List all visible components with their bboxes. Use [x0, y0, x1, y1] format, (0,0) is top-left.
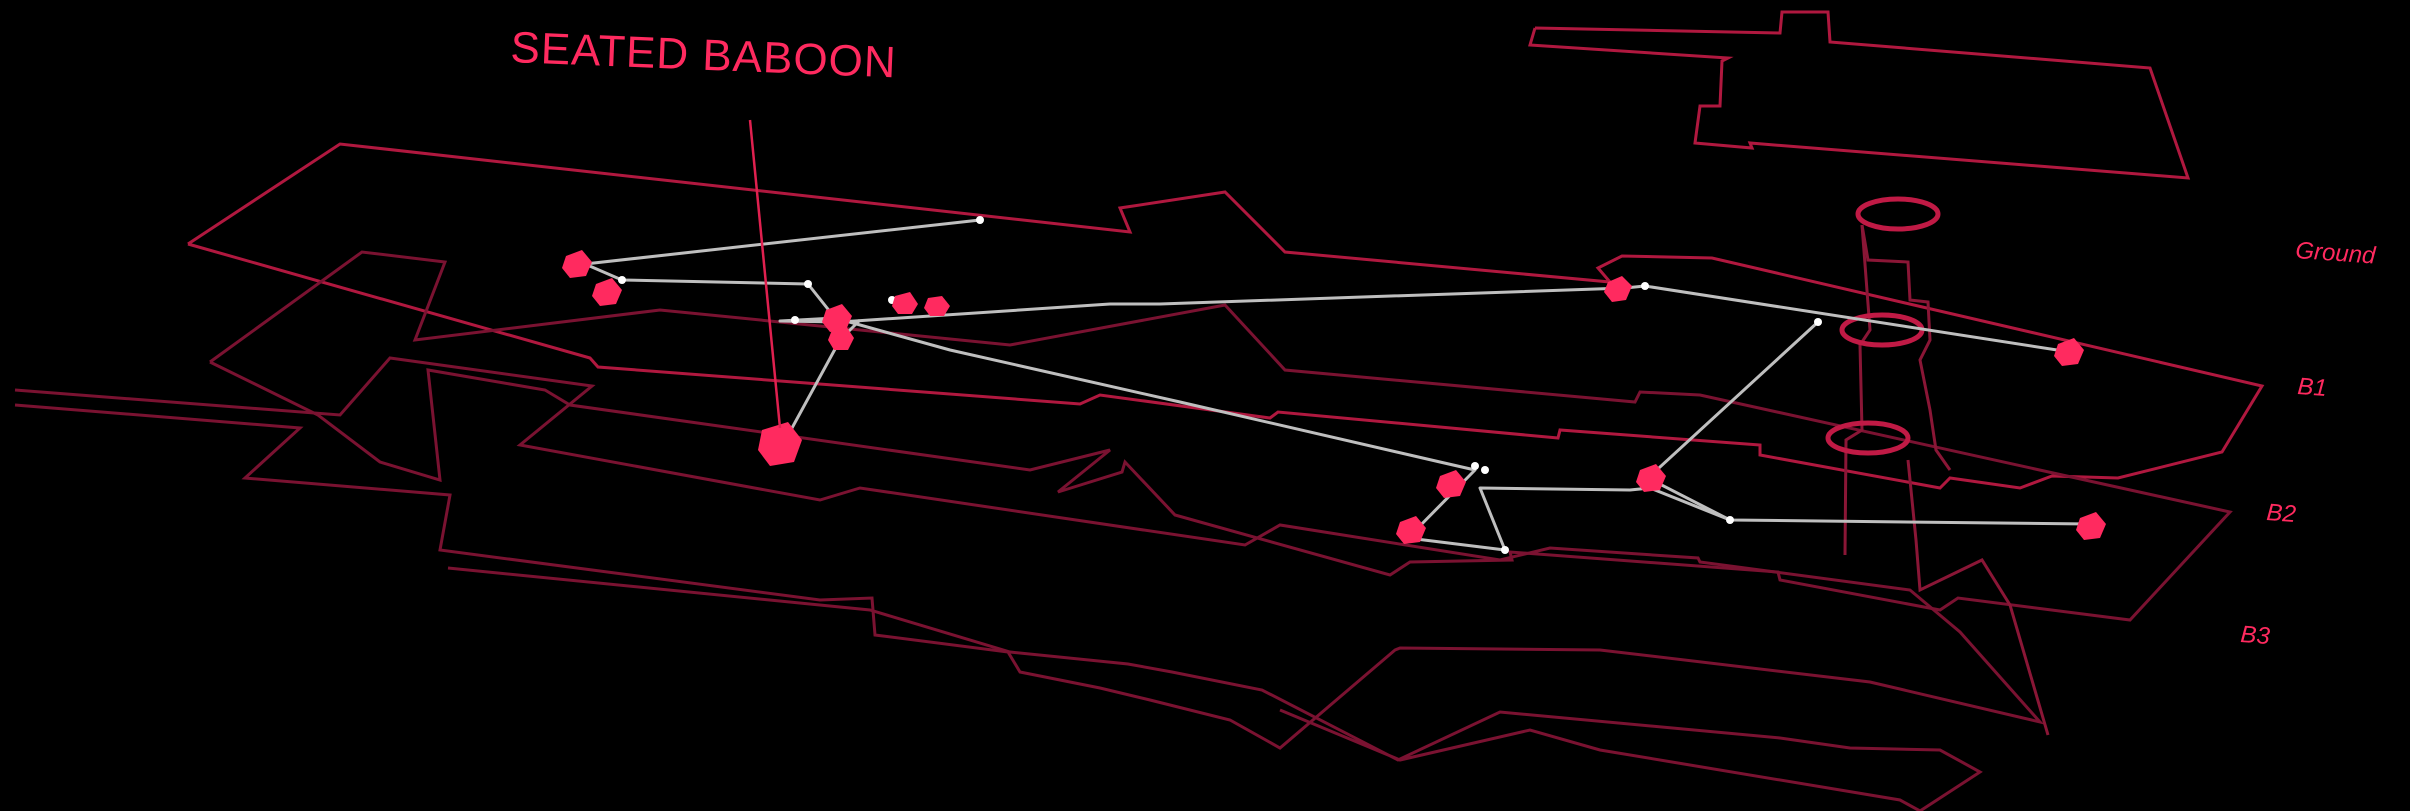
route-path-branch — [834, 316, 2091, 552]
waypoint — [791, 316, 799, 324]
exhibit-marker[interactable] — [1604, 276, 1632, 302]
floor-label-b1: B1 — [2297, 373, 2328, 402]
waypoint — [1481, 466, 1489, 474]
seated-baboon-label: SEATED BABOON — [510, 23, 898, 87]
stair-shaft-left — [1843, 224, 1872, 556]
waypoint — [618, 276, 626, 284]
exhibit-marker[interactable] — [822, 304, 852, 332]
exhibit-marker[interactable] — [924, 296, 950, 316]
waypoint — [804, 280, 812, 288]
floor-label-ground: Ground — [2295, 237, 2377, 270]
exhibit-markers — [562, 250, 2106, 544]
stair-shaft-lower — [1906, 459, 2050, 736]
waypoint — [1641, 282, 1649, 290]
exhibit-marker[interactable] — [2054, 338, 2084, 366]
waypoint — [1501, 546, 1509, 554]
exhibit-marker[interactable] — [2076, 512, 2106, 540]
elevator-ring-ground — [1855, 196, 1941, 232]
floor-label-b2: B2 — [2266, 499, 2297, 528]
b1-floor-outline — [209, 250, 2233, 622]
exhibit-marker[interactable] — [892, 292, 918, 314]
callout-leader-line — [748, 119, 782, 429]
floor-label-b3: B3 — [2240, 621, 2272, 650]
exhibit-marker[interactable] — [562, 250, 592, 278]
waypoint — [976, 216, 984, 224]
exhibit-marker[interactable] — [1396, 516, 1426, 544]
exhibit-marker[interactable] — [1436, 470, 1466, 498]
stair-shaft-right — [1860, 224, 1952, 471]
waypoint — [1726, 516, 1734, 524]
route-path-vertical — [1646, 320, 1820, 522]
waypoint — [1471, 462, 1479, 470]
seated-baboon-marker[interactable] — [758, 422, 802, 466]
waypoint — [1814, 318, 1822, 326]
exhibit-marker[interactable] — [592, 278, 622, 306]
ground-floor-outline — [187, 142, 2265, 490]
upper-annex-outline — [1528, 10, 2191, 180]
b3-floor-outline — [447, 566, 1983, 811]
elevator-ring-b2 — [1825, 420, 1911, 456]
waypoints — [618, 216, 1822, 554]
exhibit-marker[interactable] — [1636, 464, 1666, 492]
exhibit-marker[interactable] — [828, 326, 854, 350]
b2-floor-outline — [14, 356, 2045, 750]
